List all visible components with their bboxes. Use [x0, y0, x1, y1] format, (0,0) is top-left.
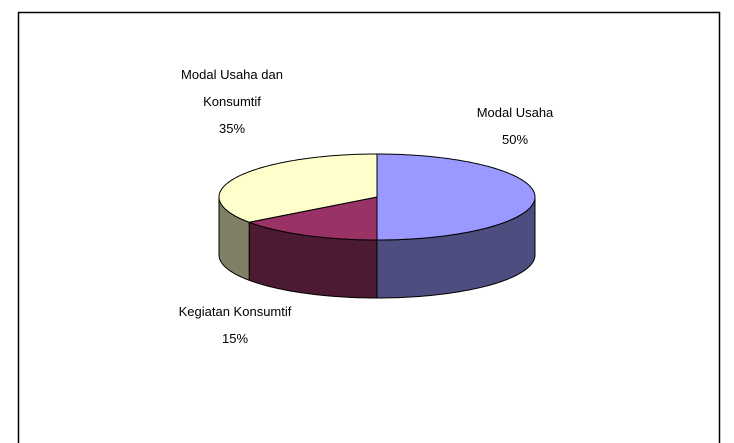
slice-label: Modal Usaha 50% — [415, 99, 615, 153]
pie-slice — [218, 153, 378, 223]
chart-border — [17, 11, 721, 443]
category-label: Modal Usaha — [476, 105, 554, 120]
slice-label: Modal Usaha dan Konsumtif 35% — [172, 61, 292, 142]
value-label: 15% — [221, 331, 249, 346]
value-label: 35% — [218, 121, 246, 136]
pie-slice — [376, 153, 536, 241]
value-label: 50% — [501, 132, 529, 147]
pie-slice — [247, 196, 378, 241]
category-label: Kegiatan Konsumtif — [178, 304, 292, 319]
slice-label: Kegiatan Konsumtif 15% — [135, 298, 335, 352]
category-label: Modal Usaha dan Konsumtif — [181, 67, 283, 109]
